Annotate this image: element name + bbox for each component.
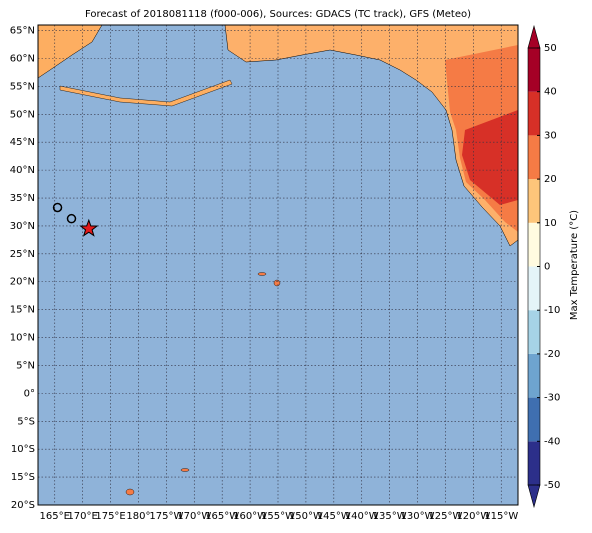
x-tick-label: 155°W bbox=[261, 511, 295, 522]
colorbar-band bbox=[528, 397, 540, 442]
y-tick-label: 25°N bbox=[10, 249, 35, 260]
y-tick-label: 30°N bbox=[10, 221, 35, 232]
colorbar-tick-label: -10 bbox=[544, 305, 560, 316]
frame bbox=[37, 24, 519, 506]
colorbar-tick-label: -50 bbox=[544, 480, 560, 491]
colorbar-band bbox=[528, 353, 540, 398]
y-tick-label: 15°S bbox=[11, 472, 35, 483]
y-tick-label: 5°N bbox=[16, 360, 35, 371]
colorbar-band bbox=[528, 441, 540, 485]
colorbar-band bbox=[528, 222, 540, 267]
x-tick-label: 175°W bbox=[149, 511, 183, 522]
y-tick-label: 15°N bbox=[10, 305, 35, 316]
x-tick-label: 135°W bbox=[373, 511, 407, 522]
aleutians bbox=[59, 79, 233, 107]
x-tick-label: 130°W bbox=[401, 511, 435, 522]
x-tick-label: 165°E bbox=[40, 511, 70, 522]
y-tick-label: 50°N bbox=[10, 109, 35, 120]
x-tick-label: 150°W bbox=[289, 511, 323, 522]
y-tick-label: 45°N bbox=[10, 137, 35, 148]
x-tick-label: 120°W bbox=[456, 511, 490, 522]
colorbar-tick-label: 40 bbox=[544, 87, 557, 98]
colorbar-tick-label: 20 bbox=[544, 174, 557, 185]
track bbox=[52, 202, 99, 237]
x-tick-label: 140°W bbox=[345, 511, 379, 522]
hawaii bbox=[257, 272, 267, 276]
y-tick-label: 10°S bbox=[11, 444, 35, 455]
colorbar-tick-label: 0 bbox=[544, 262, 550, 273]
y-tick-label: 20°S bbox=[11, 500, 35, 511]
x-tick-label: 170°W bbox=[177, 511, 211, 522]
x-tick-label: 170°E bbox=[67, 511, 97, 522]
y-tick-label: 20°N bbox=[10, 277, 35, 288]
x-tick-label: 145°W bbox=[317, 511, 351, 522]
y-tick-label: 40°N bbox=[10, 165, 35, 176]
y-tick-label: 65°N bbox=[10, 26, 35, 37]
y-tick-label: 0° bbox=[24, 388, 35, 399]
y-tick-label: 55°N bbox=[10, 81, 35, 92]
colorbar-extend bbox=[527, 24, 541, 49]
x-tick-label: 180° bbox=[126, 511, 150, 522]
island bbox=[125, 488, 135, 496]
y-tick-label: 35°N bbox=[10, 193, 35, 204]
colorbar-tick-label: 50 bbox=[544, 43, 557, 54]
colorbar-label: Max Temperature (°C) bbox=[569, 210, 580, 320]
colorbar-band bbox=[528, 310, 540, 354]
colorbar-band bbox=[528, 179, 540, 223]
x-tick-label: 125°W bbox=[428, 511, 462, 522]
current-position bbox=[79, 218, 99, 237]
island bbox=[180, 468, 190, 472]
north-america-land bbox=[224, 24, 519, 247]
x-tick-label: 115°W bbox=[484, 511, 518, 522]
track-point bbox=[52, 202, 63, 213]
colorbar-tick-label: 30 bbox=[544, 130, 557, 141]
colorbar-band bbox=[528, 91, 540, 136]
x-tick-label: 175°E bbox=[95, 511, 125, 522]
colorbar-tick-label: 10 bbox=[544, 218, 557, 229]
x-tick-label: 160°W bbox=[233, 511, 267, 522]
y-tick-label: 5°S bbox=[17, 416, 35, 427]
colorbar-extend bbox=[527, 484, 541, 509]
colorbar-tick-label: -20 bbox=[544, 349, 560, 360]
hot-region bbox=[462, 110, 518, 205]
track-point bbox=[66, 213, 77, 224]
colorbar-tick-label: -40 bbox=[544, 436, 560, 447]
colorbar-band bbox=[528, 266, 540, 311]
hawaii bbox=[273, 279, 281, 287]
x-tick-label: 165°W bbox=[205, 511, 239, 522]
colorbar-tick-label: -30 bbox=[544, 393, 560, 404]
colorbar-band bbox=[528, 48, 540, 92]
grid bbox=[38, 25, 518, 506]
colorbar-band bbox=[528, 135, 540, 180]
map bbox=[37, 24, 519, 505]
colorbar: -50 -40 -30 -20 -10 0 10 20 30 40 50 bbox=[527, 24, 560, 509]
y-tick-label: 10°N bbox=[10, 333, 35, 344]
title: Forecast of 2018081118 (f000-006), Sourc… bbox=[85, 9, 471, 20]
y-tick-label: 60°N bbox=[10, 53, 35, 64]
